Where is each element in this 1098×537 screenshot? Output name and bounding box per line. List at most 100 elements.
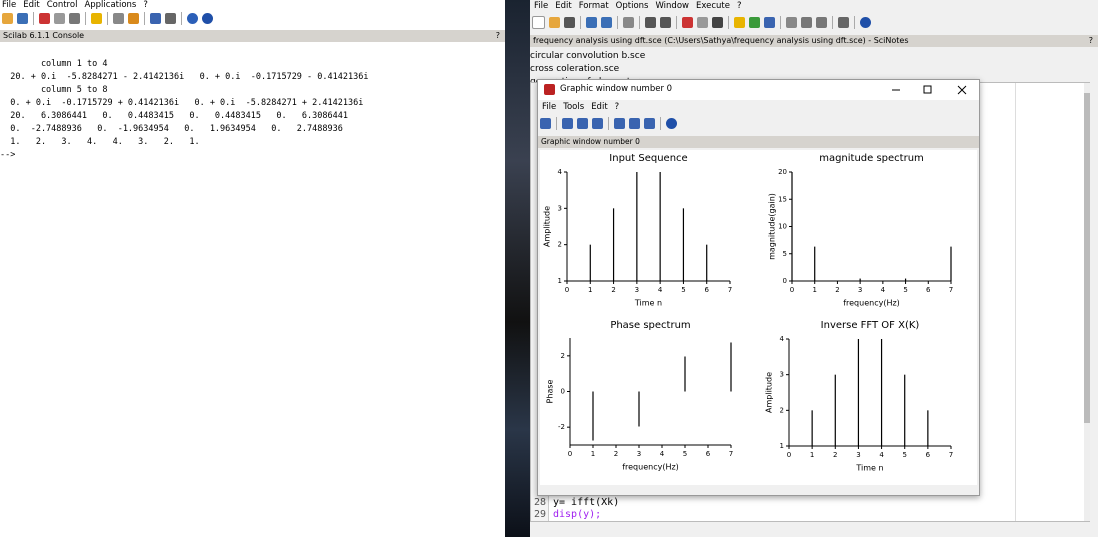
y-axis-label: Amplitude	[543, 206, 552, 247]
console-line: 20. 6.3086441 0. 0.4483415 0. 0.4483415 …	[0, 111, 348, 121]
icon[interactable]	[645, 17, 656, 28]
line-number: 29	[534, 509, 547, 520]
maximize[interactable]	[923, 85, 932, 94]
icon[interactable]	[187, 13, 198, 24]
menu-item[interactable]: Edit	[555, 1, 572, 11]
title-bar: frequency analysis using dft.sce (C:\Use…	[530, 35, 1098, 47]
wallpaper	[505, 0, 530, 537]
icon[interactable]	[860, 17, 871, 28]
icon[interactable]	[623, 17, 634, 28]
icon[interactable]	[564, 17, 575, 28]
menu-item[interactable]: Applications	[84, 0, 137, 10]
icon[interactable]	[128, 13, 139, 24]
help[interactable]: ?	[495, 31, 500, 40]
tab-bar: circular convolution b.sce cross colerati…	[530, 51, 1090, 126]
icon[interactable]	[749, 17, 760, 28]
x-tick-label: 0	[568, 450, 572, 458]
icon[interactable]	[532, 16, 545, 29]
icon[interactable]	[614, 118, 625, 129]
x-tick-label: 4	[658, 286, 663, 294]
icon[interactable]	[549, 17, 560, 28]
menu-item[interactable]: File	[2, 0, 17, 10]
menu-item[interactable]: File	[534, 1, 549, 11]
icon[interactable]	[764, 17, 775, 28]
icon[interactable]	[601, 17, 612, 28]
tab[interactable]: circular convolution b.sce	[530, 51, 716, 64]
menu-bar: File Edit Format Options Window Execute?	[534, 0, 749, 12]
plot-title: Phase spectrum	[610, 320, 690, 331]
graphic-window: Graphic window number 0 File Tools Edit? G…	[537, 79, 980, 496]
menu-item[interactable]: Control	[46, 0, 78, 10]
x-tick-label: 4	[879, 451, 884, 459]
icon[interactable]	[113, 13, 124, 24]
menu-item[interactable]: Edit	[591, 102, 608, 112]
x-tick-label: 1	[591, 450, 595, 458]
icon[interactable]	[91, 13, 102, 24]
x-tick-label: 2	[614, 450, 618, 458]
console-title: Scilab 6.1.1 Console	[3, 31, 85, 40]
menu-item[interactable]: ?	[143, 0, 148, 10]
code-line: 28 y= ifft(Xk)	[531, 497, 1011, 509]
menu-bar: File Tools Edit?	[542, 101, 626, 113]
menu-item[interactable]: Edit	[23, 0, 40, 10]
y-tick-label: 3	[780, 371, 784, 379]
title-bar: Graphic window number 0	[538, 80, 979, 100]
y-tick-label: 5	[783, 250, 787, 258]
icon[interactable]	[697, 17, 708, 28]
icon[interactable]	[165, 13, 176, 24]
icon[interactable]	[54, 13, 65, 24]
menu-item[interactable]: Options	[615, 1, 649, 11]
icon[interactable]	[682, 17, 693, 28]
y-tick-label: 0	[783, 277, 787, 285]
icon[interactable]	[801, 17, 812, 28]
tab-label: circular convolution b.sce	[530, 51, 646, 61]
menu-item[interactable]: ?	[736, 1, 742, 11]
menu-item[interactable]: Window	[655, 1, 689, 11]
icon[interactable]	[734, 17, 745, 28]
tab[interactable]: cross coleration.sce	[530, 64, 716, 77]
y-tick-label: 10	[778, 223, 787, 231]
console-line: column 5 to 8	[0, 85, 108, 95]
close[interactable]	[957, 85, 967, 95]
info-bar: Graphic window number 0	[538, 136, 979, 148]
x-tick-label: 6	[926, 286, 931, 294]
icon[interactable]	[202, 13, 213, 24]
icon[interactable]	[2, 13, 13, 24]
y-axis-label: Phase	[546, 379, 555, 403]
icon[interactable]	[69, 13, 80, 24]
icon[interactable]	[562, 118, 573, 129]
toolbar	[0, 10, 505, 28]
x-tick-label: 1	[810, 451, 814, 459]
menu-item[interactable]: Format	[578, 1, 609, 11]
icon[interactable]	[644, 118, 655, 129]
help[interactable]: ?	[1088, 36, 1093, 45]
menu-item[interactable]: Execute	[695, 1, 730, 11]
icon[interactable]	[150, 13, 161, 24]
icon[interactable]	[838, 17, 849, 28]
icon[interactable]	[629, 118, 640, 129]
icon[interactable]	[660, 17, 671, 28]
icon[interactable]	[17, 13, 28, 24]
menu-item[interactable]: File	[542, 102, 557, 112]
x-tick-label: 3	[637, 450, 641, 458]
menu-item[interactable]: Tools	[563, 102, 585, 112]
y-tick-label: 1	[780, 442, 784, 450]
icon[interactable]	[592, 118, 603, 129]
menu-item[interactable]: ?	[614, 102, 620, 112]
x-tick-label: 7	[728, 286, 732, 294]
icon[interactable]	[786, 17, 797, 28]
y-tick-label: 3	[558, 204, 562, 212]
scrollbar[interactable]	[1084, 83, 1090, 521]
icon[interactable]	[39, 13, 50, 24]
console-line: 20. + 0.i -5.8284271 - 2.4142136i 0. + 0…	[0, 72, 369, 82]
icon[interactable]	[577, 118, 588, 129]
icon[interactable]	[586, 17, 597, 28]
icon[interactable]	[666, 118, 677, 129]
y-tick-label: 2	[561, 352, 565, 360]
icon[interactable]	[540, 118, 551, 129]
icon[interactable]	[712, 17, 723, 28]
x-tick-label: 2	[611, 286, 615, 294]
icon[interactable]	[816, 17, 827, 28]
icon	[544, 84, 555, 95]
